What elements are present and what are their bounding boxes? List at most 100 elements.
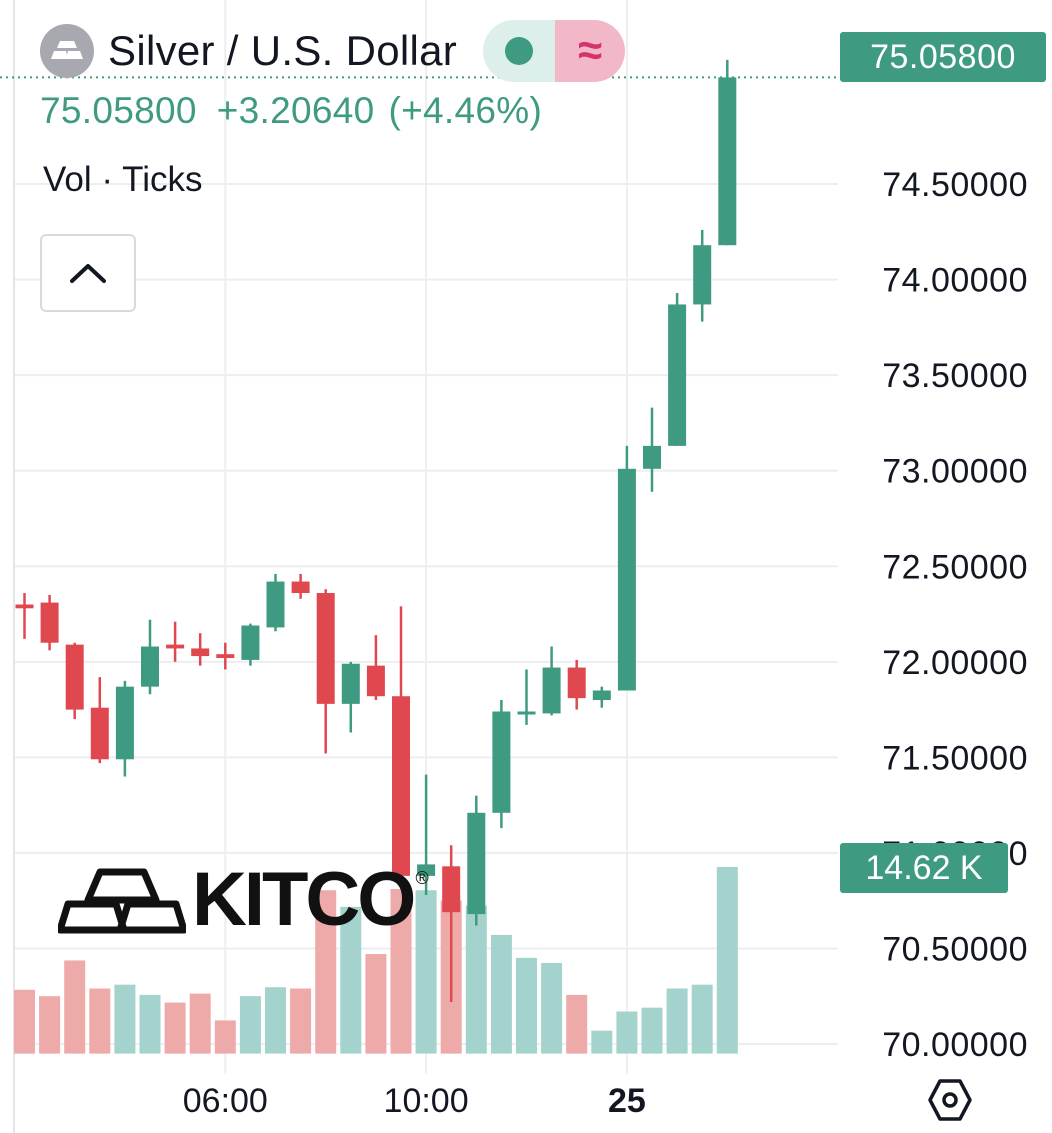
- y-tick-label: 74.00000: [882, 262, 1028, 300]
- volume-bar: [189, 993, 211, 1054]
- candle: [316, 589, 335, 754]
- candle-body: [291, 581, 310, 594]
- candle: [341, 661, 360, 733]
- candle: [392, 606, 410, 878]
- volume-bar: [64, 960, 86, 1054]
- last-price: 75.05800: [40, 90, 197, 131]
- candle: [15, 593, 34, 639]
- candle: [241, 623, 260, 666]
- hexagon-settings-icon[interactable]: [928, 1078, 972, 1127]
- candle: [266, 573, 285, 632]
- collapse-button[interactable]: [40, 234, 136, 312]
- candle: [366, 635, 385, 701]
- volume-bar: [340, 906, 362, 1054]
- candle-body: [392, 696, 410, 876]
- volume-bar: [89, 988, 111, 1054]
- kitco-bars-icon: [58, 868, 186, 934]
- candle-body: [241, 625, 260, 660]
- volume-bar: [465, 905, 487, 1054]
- volume-bar: [415, 890, 437, 1054]
- candle: [65, 642, 84, 720]
- candle: [668, 292, 687, 446]
- volume-bar: [641, 1007, 663, 1054]
- candle-body: [693, 245, 712, 305]
- candle-body: [592, 690, 611, 701]
- price-change: +3.20640: [216, 90, 375, 131]
- candle-body: [216, 654, 235, 658]
- x-tick-label: 06:00: [183, 1082, 268, 1120]
- candle-body: [15, 604, 34, 609]
- volume-bar: [14, 989, 35, 1054]
- market-status-pill[interactable]: ≈: [483, 20, 626, 82]
- y-tick-label: 73.00000: [882, 453, 1028, 491]
- symbol-name[interactable]: Silver / U.S. Dollar: [108, 27, 458, 74]
- candle-body: [90, 707, 109, 760]
- candle-body: [517, 711, 536, 715]
- candle: [567, 659, 586, 710]
- price-change-percent: (+4.46%): [388, 90, 543, 131]
- volume-bar: [265, 987, 286, 1054]
- candle: [693, 229, 712, 322]
- current-price-tag: 75.05800: [840, 32, 1046, 82]
- y-tick-label: 74.50000: [882, 166, 1028, 204]
- candle: [517, 669, 536, 725]
- quote-row: 75.05800 +3.20640 (+4.46%): [40, 90, 625, 132]
- y-tick-label: 70.00000: [882, 1026, 1028, 1064]
- chart-header: Silver / U.S. Dollar ≈ 75.05800 +3.20640…: [40, 20, 626, 200]
- volume-bar: [691, 984, 713, 1054]
- candle-body: [442, 866, 461, 913]
- volume-bar: [541, 962, 563, 1054]
- candle-body: [643, 445, 661, 469]
- candle-body: [567, 667, 586, 699]
- candle: [467, 795, 486, 926]
- volume-indicator-label[interactable]: Vol · Ticks: [43, 160, 203, 199]
- x-tick-label: 25: [608, 1082, 646, 1120]
- candle: [191, 633, 210, 666]
- candle-body: [341, 663, 360, 704]
- y-tick-label: 73.50000: [882, 357, 1028, 395]
- y-tick-label: 71.50000: [882, 739, 1028, 777]
- registered-mark: ®: [415, 868, 429, 888]
- candle-body: [542, 667, 561, 714]
- kitco-logo: KITCO ®: [58, 862, 429, 938]
- approx-icon[interactable]: ≈: [555, 20, 626, 82]
- volume-bar: [591, 1030, 613, 1054]
- volume-bar: [365, 954, 387, 1054]
- candle: [542, 646, 561, 716]
- candles: [15, 59, 737, 1002]
- market-status-dot-icon[interactable]: [483, 20, 556, 82]
- candle: [492, 700, 511, 829]
- candle-body: [617, 468, 636, 691]
- volume-bar: [616, 1011, 638, 1054]
- candle-body: [492, 711, 511, 813]
- silver-bars-icon[interactable]: [40, 24, 94, 78]
- candle: [291, 573, 310, 599]
- candle-body: [366, 665, 385, 697]
- candle: [442, 845, 461, 1002]
- volume-bar: [666, 988, 688, 1054]
- candle-body: [266, 581, 285, 628]
- x-axis: 06:00 10:00 25: [183, 1082, 646, 1120]
- symbol-row: Silver / U.S. Dollar ≈: [40, 20, 626, 82]
- y-axis: 74.50000 74.00000 73.50000 73.00000 72.50000…: [882, 166, 1028, 1064]
- candle-body: [65, 644, 84, 710]
- candle: [115, 680, 134, 777]
- candle: [643, 407, 661, 492]
- volume-bar: [164, 1002, 186, 1054]
- volume-bars: [14, 867, 738, 1054]
- candle: [417, 774, 436, 895]
- candle: [718, 59, 737, 246]
- volume-bar: [39, 996, 61, 1054]
- y-tick-label: 72.00000: [882, 644, 1028, 682]
- chevron-up-icon: [70, 264, 106, 283]
- candle: [141, 619, 159, 695]
- volume-bar: [139, 994, 161, 1054]
- candle-body: [668, 304, 687, 446]
- volume-bar: [214, 1020, 236, 1054]
- volume-bar: [114, 984, 136, 1054]
- volume-bar: [566, 994, 588, 1054]
- candle-body: [191, 648, 210, 657]
- volume-bar: [315, 890, 337, 1054]
- candle: [617, 445, 636, 691]
